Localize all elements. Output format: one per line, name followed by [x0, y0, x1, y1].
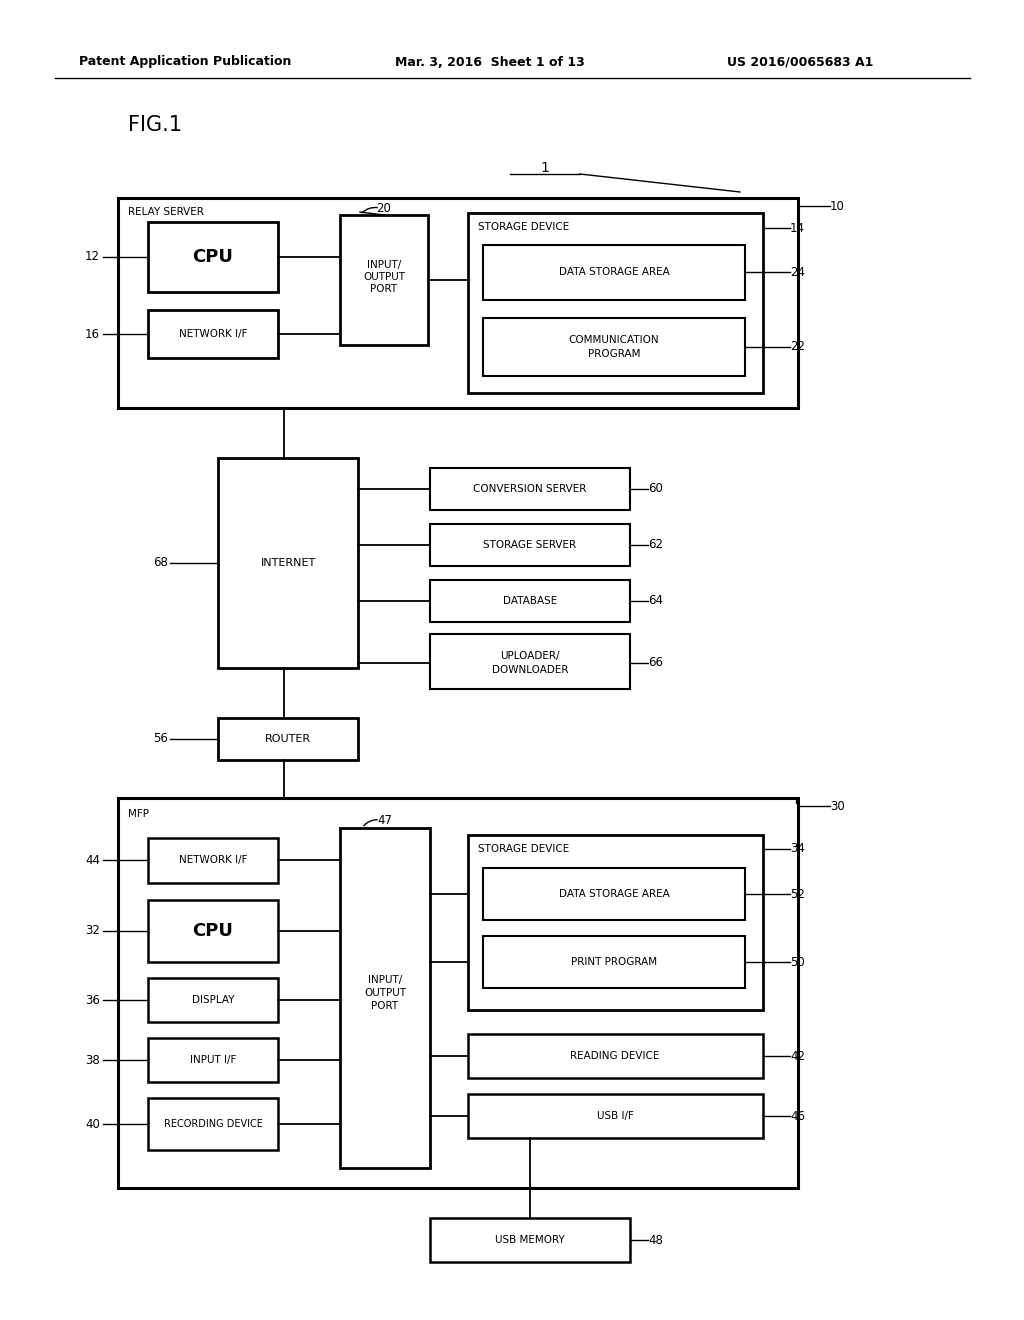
Bar — [483, 318, 745, 376]
Text: STORAGE DEVICE: STORAGE DEVICE — [478, 222, 569, 232]
Text: 1: 1 — [541, 161, 550, 176]
Bar — [148, 900, 278, 962]
Bar — [148, 1098, 278, 1150]
Text: USB I/F: USB I/F — [597, 1111, 634, 1121]
Text: US 2016/0065683 A1: US 2016/0065683 A1 — [727, 55, 873, 69]
Text: 64: 64 — [648, 594, 663, 607]
Bar — [468, 213, 763, 393]
Bar — [430, 1218, 630, 1262]
Bar — [148, 978, 278, 1022]
Text: COMMUNICATION: COMMUNICATION — [568, 335, 659, 345]
Text: CPU: CPU — [193, 248, 233, 267]
Text: READING DEVICE: READING DEVICE — [570, 1051, 659, 1061]
Text: 36: 36 — [85, 994, 100, 1006]
Text: 24: 24 — [790, 265, 805, 279]
Text: INPUT I/F: INPUT I/F — [189, 1055, 237, 1065]
Text: 40: 40 — [85, 1118, 100, 1130]
Bar — [468, 1034, 763, 1078]
Text: 16: 16 — [85, 327, 100, 341]
Text: 60: 60 — [648, 483, 663, 495]
Text: DATA STORAGE AREA: DATA STORAGE AREA — [559, 267, 670, 277]
Text: 38: 38 — [85, 1053, 100, 1067]
Text: 42: 42 — [790, 1049, 805, 1063]
Text: 14: 14 — [790, 222, 805, 235]
Bar — [483, 869, 745, 920]
Text: 32: 32 — [85, 924, 100, 937]
Bar — [430, 634, 630, 689]
Text: 62: 62 — [648, 539, 663, 552]
Text: OUTPUT: OUTPUT — [364, 987, 406, 998]
Bar — [340, 215, 428, 345]
Bar — [340, 828, 430, 1168]
Text: DISPLAY: DISPLAY — [191, 995, 234, 1005]
Text: CPU: CPU — [193, 921, 233, 940]
Bar — [148, 310, 278, 358]
Text: 44: 44 — [85, 854, 100, 866]
Text: DATA STORAGE AREA: DATA STORAGE AREA — [559, 888, 670, 899]
Text: Patent Application Publication: Patent Application Publication — [79, 55, 291, 69]
Text: STORAGE DEVICE: STORAGE DEVICE — [478, 843, 569, 854]
Text: 52: 52 — [790, 887, 805, 900]
Text: UPLOADER/: UPLOADER/ — [501, 651, 560, 661]
Bar — [148, 838, 278, 883]
Text: 66: 66 — [648, 656, 663, 669]
Bar — [468, 836, 763, 1010]
Text: USB MEMORY: USB MEMORY — [496, 1236, 565, 1245]
Text: DOWNLOADER: DOWNLOADER — [492, 665, 568, 675]
Bar — [430, 469, 630, 510]
Text: DATABASE: DATABASE — [503, 597, 557, 606]
Text: 46: 46 — [790, 1110, 805, 1122]
Bar — [148, 1038, 278, 1082]
Bar — [483, 246, 745, 300]
Text: 56: 56 — [154, 733, 168, 746]
Text: PORT: PORT — [372, 1001, 398, 1011]
Text: NETWORK I/F: NETWORK I/F — [179, 329, 247, 339]
Bar — [218, 718, 358, 760]
Text: STORAGE SERVER: STORAGE SERVER — [483, 540, 577, 550]
Text: Mar. 3, 2016  Sheet 1 of 13: Mar. 3, 2016 Sheet 1 of 13 — [395, 55, 585, 69]
Text: FIG.1: FIG.1 — [128, 115, 182, 135]
Text: 50: 50 — [790, 956, 805, 969]
Bar — [118, 198, 798, 408]
Text: MFP: MFP — [128, 809, 150, 818]
Bar — [430, 579, 630, 622]
Text: CONVERSION SERVER: CONVERSION SERVER — [473, 484, 587, 494]
Text: 30: 30 — [830, 800, 845, 813]
Bar — [430, 524, 630, 566]
Bar — [468, 1094, 763, 1138]
Text: 68: 68 — [154, 557, 168, 569]
Bar — [118, 799, 798, 1188]
Text: OUTPUT: OUTPUT — [362, 272, 406, 282]
Text: 12: 12 — [85, 251, 100, 264]
Text: RELAY SERVER: RELAY SERVER — [128, 207, 204, 216]
Text: ROUTER: ROUTER — [265, 734, 311, 744]
Text: 47: 47 — [378, 813, 392, 826]
Text: 34: 34 — [790, 842, 805, 855]
Text: INTERNET: INTERNET — [260, 558, 315, 568]
Text: 10: 10 — [830, 199, 845, 213]
Text: INPUT/: INPUT/ — [368, 975, 402, 985]
Text: INPUT/: INPUT/ — [367, 260, 401, 271]
Text: PORT: PORT — [371, 284, 397, 294]
Text: PROGRAM: PROGRAM — [588, 348, 640, 359]
Text: 22: 22 — [790, 341, 805, 354]
Bar — [148, 222, 278, 292]
Bar — [218, 458, 358, 668]
Text: RECORDING DEVICE: RECORDING DEVICE — [164, 1119, 262, 1129]
Text: PRINT PROGRAM: PRINT PROGRAM — [571, 957, 657, 968]
Text: 48: 48 — [648, 1233, 663, 1246]
Bar — [483, 936, 745, 987]
Text: 20: 20 — [377, 202, 391, 214]
Text: NETWORK I/F: NETWORK I/F — [179, 855, 247, 865]
